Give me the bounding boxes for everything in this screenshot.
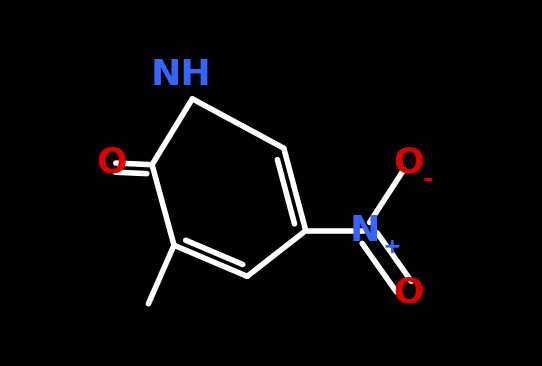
Text: O: O bbox=[96, 146, 127, 180]
Text: O: O bbox=[393, 276, 424, 310]
Text: NH: NH bbox=[151, 58, 212, 92]
Text: +: + bbox=[383, 237, 401, 257]
Text: -: - bbox=[423, 167, 433, 191]
Text: N: N bbox=[349, 214, 379, 247]
Text: O: O bbox=[393, 146, 424, 180]
